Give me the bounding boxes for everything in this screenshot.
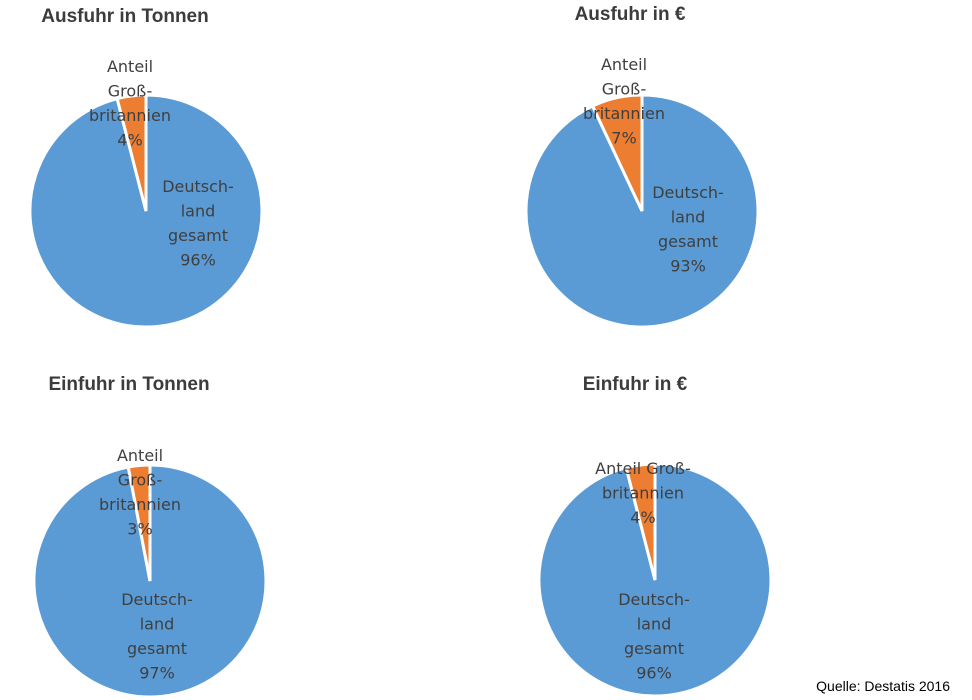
data-label-grossbritannien: Anteil Groß-britannien 4% <box>89 57 171 150</box>
data-label-grossbritannien: Anteil Groß-britannien 4% <box>595 459 691 527</box>
chart-title: Ausfuhr in Tonnen <box>41 6 208 27</box>
data-label-deutschland: Deutsch-land gesamt 96% <box>162 177 234 270</box>
pie-chart-3: Einfuhr in Tonnen Deutsch-land gesamt 97% An… <box>32 374 268 699</box>
data-label-deutschland: Deutsch-land gesamt 97% <box>121 590 193 683</box>
data-label-grossbritannien: Anteil Groß-britannien 3% <box>99 446 181 539</box>
pie-chart-1: Ausfuhr in Tonnen Deutsch-land gesamt 96% An… <box>28 6 264 329</box>
data-label-deutschland: Deutsch-land gesamt 96% <box>618 590 690 683</box>
chart-title: Einfuhr in Tonnen <box>48 374 209 395</box>
pie-chart-4: Einfuhr in € Deutsch-land gesamt 96% Anteil … <box>537 374 773 698</box>
source-note: Quelle: Destatis 2016 <box>816 678 950 694</box>
data-label-deutschland: Deutsch-land gesamt 93% <box>652 183 724 276</box>
pie-slice-grossbritannien <box>115 93 148 212</box>
chart-title: Einfuhr in € <box>583 374 688 395</box>
data-label-grossbritannien: Anteil Groß-britannien 7% <box>583 55 665 148</box>
chart-title: Ausfuhr in € <box>575 4 686 25</box>
pie-slice-grossbritannien <box>126 463 152 582</box>
pie-slice-grossbritannien <box>624 462 657 581</box>
pie-slice-grossbritannien <box>590 93 644 212</box>
pie-chart-2: Ausfuhr in € Deutsch-land gesamt 93% Anteil G… <box>524 4 760 329</box>
